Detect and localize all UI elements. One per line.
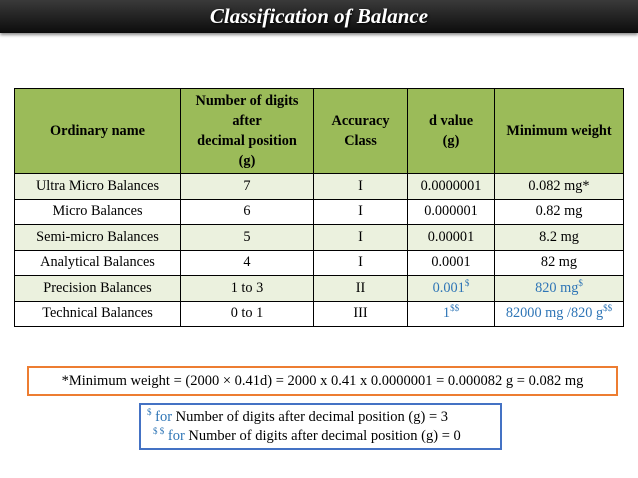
footnote-lead: for	[167, 428, 185, 444]
cell-digits: 7	[180, 173, 314, 200]
double-dollar-footnote-mark: $ $	[153, 426, 165, 436]
cell-d-value: 0.0001	[407, 249, 495, 276]
cell-d-value: 0.00001	[407, 224, 495, 251]
double-dollar-footnote-mark: $$	[450, 303, 460, 314]
table-row: Technical Balances 0 to 1 III 1$$ 82000 …	[14, 300, 624, 327]
cell-d-value: 0.000001	[407, 198, 495, 225]
cell-accuracy: III	[313, 300, 408, 327]
footnote-text: Number of digits after decimal position …	[188, 428, 461, 444]
table-row: Precision Balances 1 to 3 II 0.001$ 820 …	[14, 275, 624, 302]
table-header-row: Ordinary name Number of digits after dec…	[14, 88, 624, 174]
cell-d-value: 1$$	[407, 300, 495, 327]
cell-name: Ultra Micro Balances	[14, 173, 181, 200]
cell-digits: 0 to 1	[180, 300, 314, 327]
title-bar: Classification of Balance	[0, 0, 638, 33]
header-minimum-weight: Minimum weight	[494, 88, 624, 174]
cell-accuracy: I	[313, 173, 408, 200]
table-row: Analytical Balances 4 I 0.0001 82 mg	[14, 249, 624, 276]
footnote-double-dollar: $ $ for Number of digits after decimal p…	[147, 427, 494, 446]
table-row: Semi-micro Balances 5 I 0.00001 8.2 mg	[14, 224, 624, 251]
cell-digits: 1 to 3	[180, 275, 314, 302]
cell-name: Micro Balances	[14, 198, 181, 225]
cell-digits: 6	[180, 198, 314, 225]
cell-name: Precision Balances	[14, 275, 181, 302]
cell-accuracy: I	[313, 224, 408, 251]
cell-min-weight: 82 mg	[494, 249, 624, 276]
cell-d-value: 0.001$	[407, 275, 495, 302]
cell-digits: 5	[180, 224, 314, 251]
cell-digits: 4	[180, 249, 314, 276]
header-accuracy-class: Accuracy Class	[313, 88, 408, 174]
header-ordinary-name: Ordinary name	[14, 88, 181, 174]
slide-title: Classification of Balance	[209, 4, 429, 28]
footnote-single-dollar: $ for Number of digits after decimal pos…	[147, 408, 494, 427]
balance-classification-table: Ordinary name Number of digits after dec…	[14, 88, 624, 327]
table-row: Micro Balances 6 I 0.000001 0.82 mg	[14, 198, 624, 225]
cell-min-weight: 0.082 mg*	[494, 173, 624, 200]
cell-accuracy: I	[313, 249, 408, 276]
header-number-of-digits: Number of digits after decimal position …	[180, 88, 314, 174]
formula-text: *Minimum weight = (2000 × 0.41d) = 2000 …	[61, 372, 584, 389]
cell-min-weight: 82000 mg /820 g$$	[494, 300, 624, 327]
table-row: Ultra Micro Balances 7 I 0.0000001 0.082…	[14, 173, 624, 200]
header-d-value: d value (g)	[407, 88, 495, 174]
footnotes-box: $ for Number of digits after decimal pos…	[139, 403, 502, 450]
dollar-footnote-mark: $	[464, 277, 470, 288]
cell-accuracy: II	[313, 275, 408, 302]
cell-min-weight: 8.2 mg	[494, 224, 624, 251]
minimum-weight-formula: *Minimum weight = (2000 × 0.41d) = 2000 …	[27, 366, 618, 396]
double-dollar-footnote-mark: $$	[603, 303, 613, 314]
cell-name: Analytical Balances	[14, 249, 181, 276]
cell-min-weight: 0.82 mg	[494, 198, 624, 225]
cell-accuracy: I	[313, 198, 408, 225]
dollar-footnote-mark: $	[147, 407, 152, 417]
footnote-text: Number of digits after decimal position …	[175, 409, 449, 425]
cell-name: Semi-micro Balances	[14, 224, 181, 251]
footnote-lead: for	[155, 409, 173, 425]
dollar-footnote-mark: $	[578, 277, 583, 288]
cell-name: Technical Balances	[14, 300, 181, 327]
cell-d-value: 0.0000001	[407, 173, 495, 200]
cell-min-weight: 820 mg$	[494, 275, 624, 302]
